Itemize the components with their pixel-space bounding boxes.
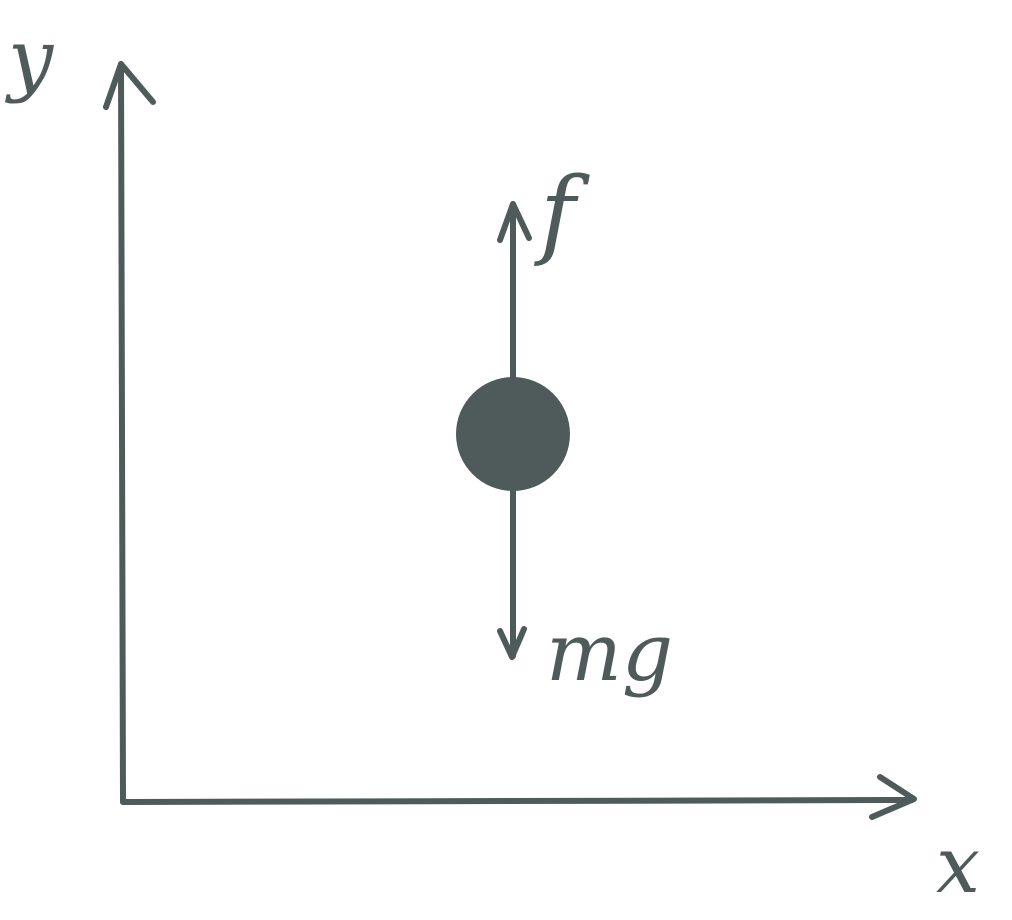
x-axis-label: x <box>936 821 980 911</box>
force-vector-mg <box>497 487 527 660</box>
force-f-arrowhead <box>497 201 532 243</box>
force-f-label: f <box>534 157 590 269</box>
y-axis-label: y <box>5 12 55 105</box>
force-vector-f <box>497 201 532 383</box>
y-axis-arrowhead <box>103 61 156 110</box>
mass-body <box>456 377 570 491</box>
x-axis-arrowhead <box>869 774 917 820</box>
y-axis <box>103 61 156 805</box>
force-mg-label: mg <box>546 606 673 699</box>
x-axis-line <box>120 797 915 805</box>
y-axis-line <box>118 61 126 805</box>
x-axis <box>120 774 917 820</box>
force-mg-arrowhead <box>497 626 527 660</box>
